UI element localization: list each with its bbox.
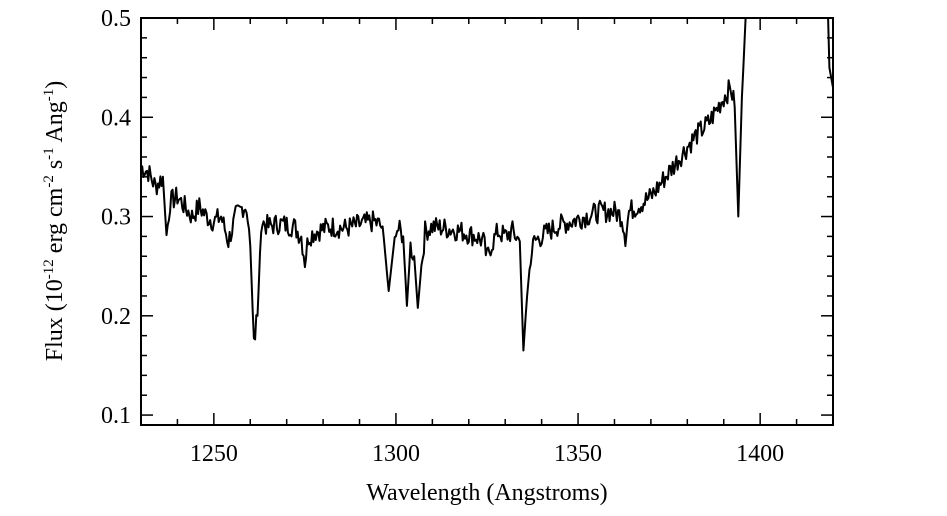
y-axis-title-superscript: -2 xyxy=(41,175,57,188)
y-axis-title-superscript: -1 xyxy=(41,147,57,160)
y-axis-title-text: Ang xyxy=(42,101,68,147)
y-tick-label: 0.3 xyxy=(101,205,131,231)
y-axis-title-text: erg cm xyxy=(42,187,68,259)
tick-labels: 1250 1300 1350 1400 0.1 0.2 0.3 0.4 0.5 xyxy=(101,6,784,467)
y-axis-title-text: s xyxy=(42,160,68,175)
y-axis-title-superscript: -1 xyxy=(41,89,57,102)
y-tick-label: 0.4 xyxy=(101,105,131,131)
y-tick-label: 0.2 xyxy=(101,304,131,330)
y-tick-label: 0.5 xyxy=(101,6,131,32)
plot-frame xyxy=(140,17,834,426)
spectrum-line xyxy=(142,19,832,352)
y-axis-title-text: Flux (10 xyxy=(42,279,68,361)
x-tick-label: 1350 xyxy=(554,441,602,467)
axis-ticks xyxy=(140,17,834,425)
y-axis-title-superscript: -12 xyxy=(41,259,57,279)
x-tick-label: 1300 xyxy=(372,441,420,467)
y-axis-title: Flux (10-12 erg cm-2 s-1 Ang-1) xyxy=(41,81,68,361)
x-axis-title: Wavelength (Angstroms) xyxy=(366,480,607,506)
x-tick-label: 1400 xyxy=(736,441,784,467)
y-axis-title-text: ) xyxy=(42,81,68,89)
y-tick-label: 0.1 xyxy=(101,403,131,429)
x-tick-label: 1250 xyxy=(190,441,238,467)
